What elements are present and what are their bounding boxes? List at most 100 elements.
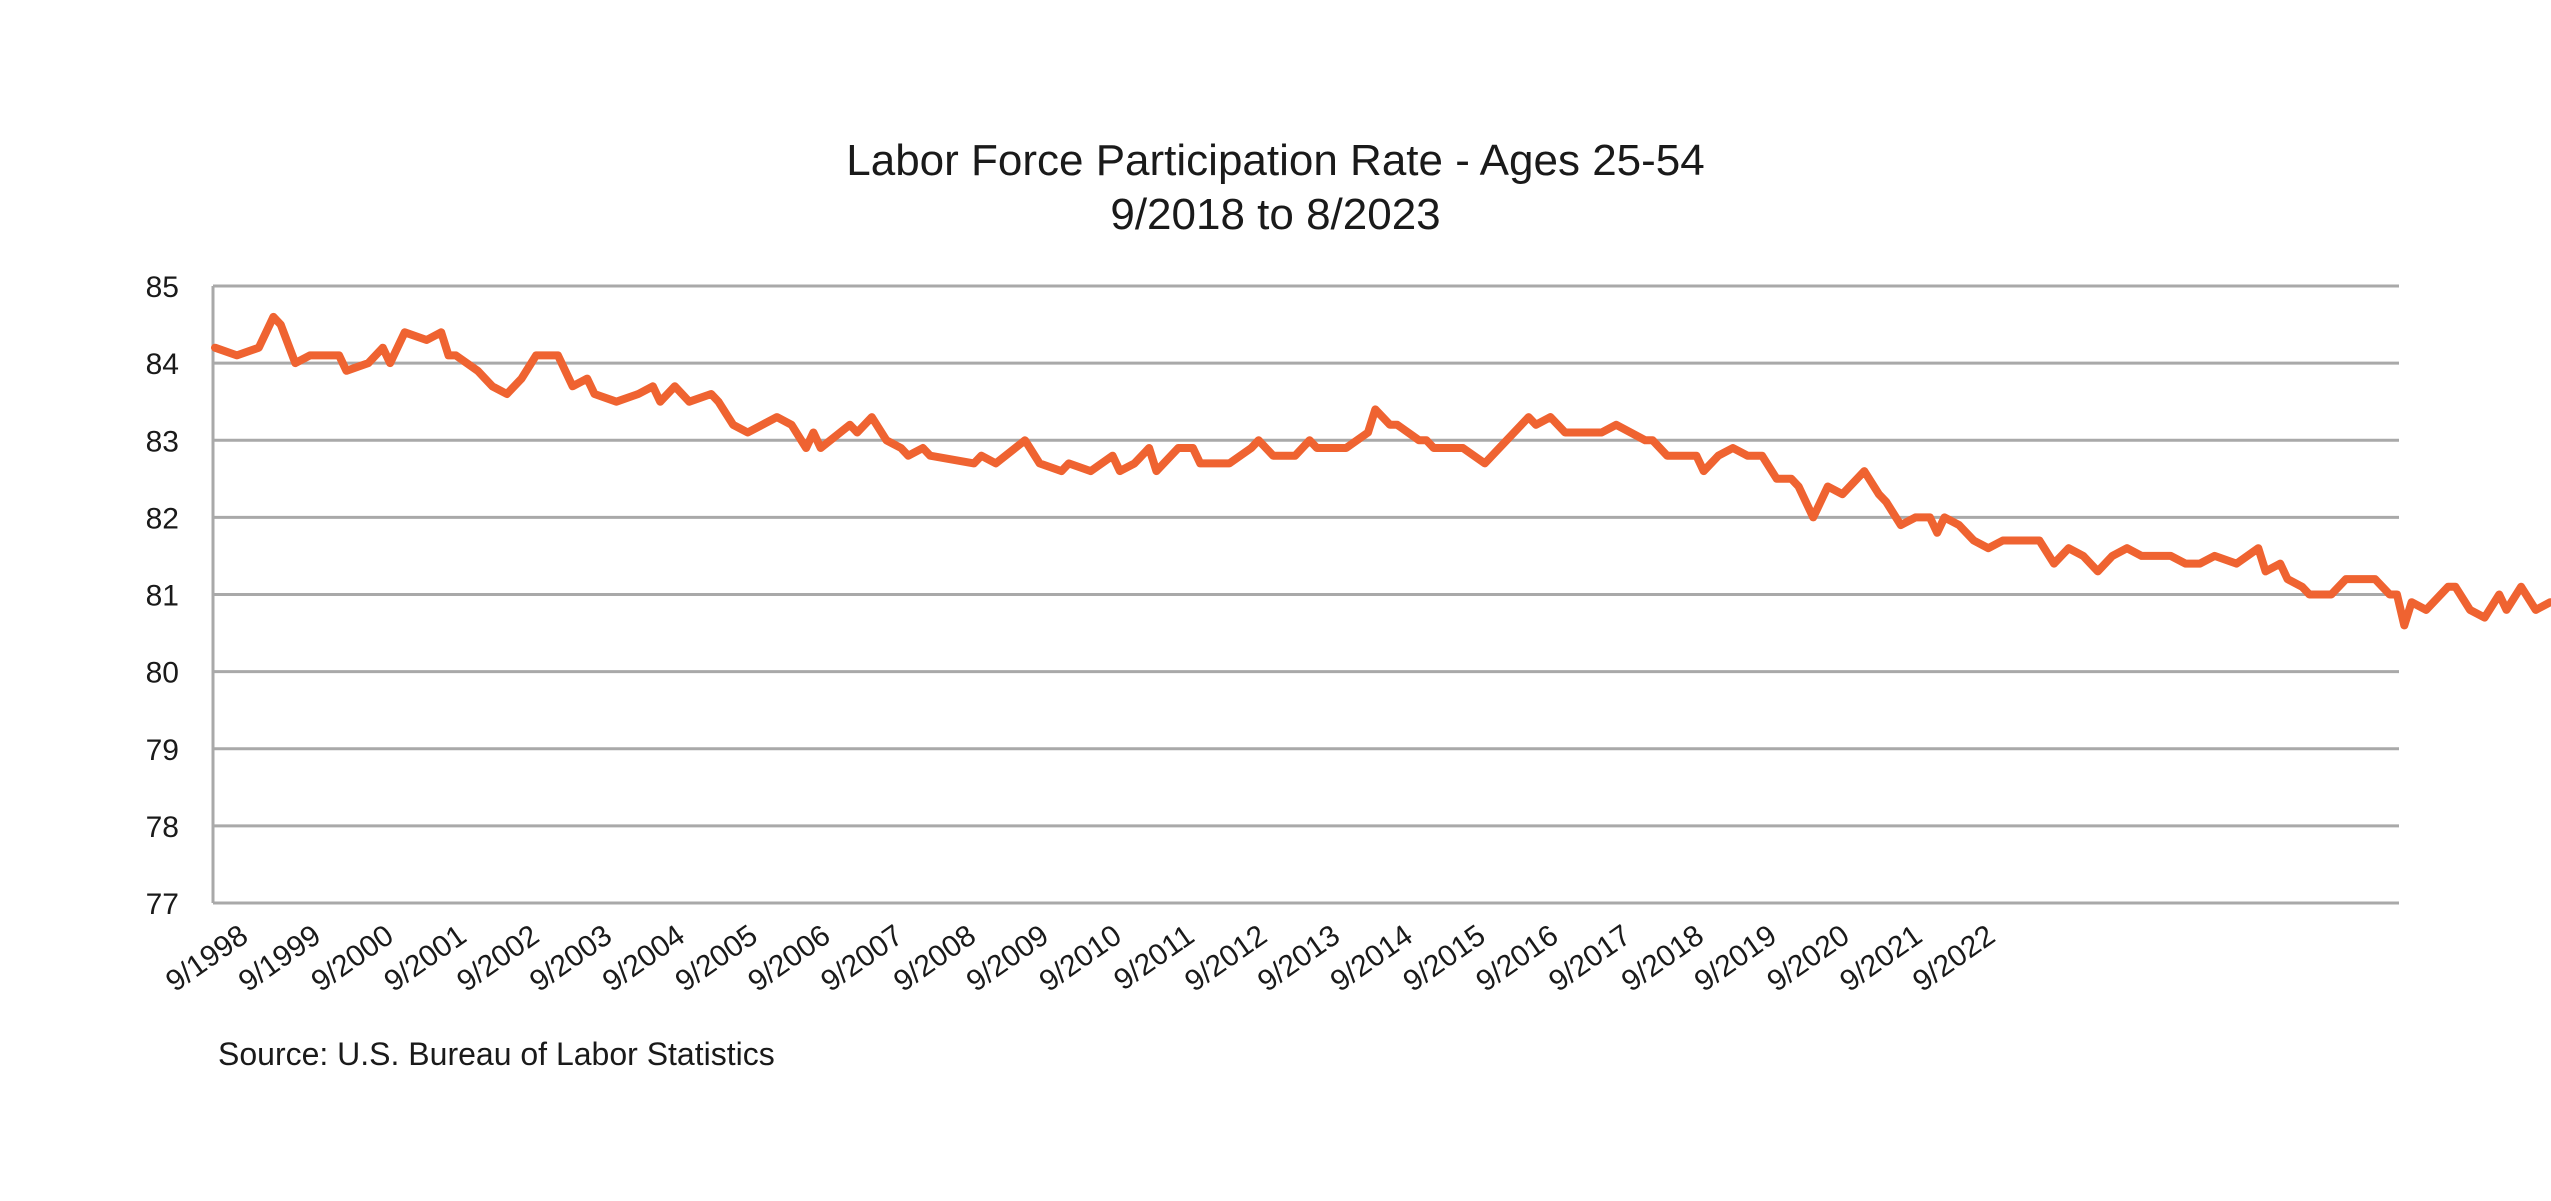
x-tick-label: 9/2012 <box>1179 919 1273 999</box>
data-point <box>1422 436 1430 444</box>
data-point <box>1860 467 1868 475</box>
x-tick-label: 9/2002 <box>451 919 545 999</box>
x-tick-label: 9/2009 <box>961 919 1055 999</box>
x-tick-label: 9/2014 <box>1325 919 1419 999</box>
data-point <box>2035 537 2043 544</box>
data-point <box>992 459 1000 467</box>
data-point <box>1393 421 1401 429</box>
data-point <box>970 459 978 467</box>
data-point <box>532 351 540 359</box>
data-point <box>503 390 511 398</box>
data-point <box>2254 544 2262 552</box>
data-point <box>2211 552 2219 560</box>
data-point <box>802 444 810 452</box>
y-tick-label: 83 <box>146 425 179 458</box>
data-point <box>926 452 934 460</box>
data-point <box>1255 436 1263 444</box>
data-point <box>1795 483 1803 490</box>
data-point <box>2371 575 2379 583</box>
data-point <box>291 359 299 367</box>
data-point <box>1291 452 1299 460</box>
data-point <box>1342 444 1350 452</box>
data-point <box>1415 436 1423 444</box>
data-point <box>2503 606 2510 614</box>
data-point <box>2532 606 2540 614</box>
x-tick-label: 9/2013 <box>1252 919 1346 999</box>
x-tick-label: 9/2000 <box>306 919 400 999</box>
y-tick-label: 79 <box>146 734 179 767</box>
data-point <box>1306 436 1314 444</box>
data-point <box>729 421 737 429</box>
data-point <box>2050 560 2058 568</box>
source-note: Source: U.S. Bureau of Labor Statistics <box>218 1036 775 1072</box>
data-point <box>1692 452 1700 460</box>
data-point <box>2451 583 2459 591</box>
data-point <box>2495 591 2503 598</box>
data-point <box>1955 521 1963 529</box>
data-point <box>707 390 715 398</box>
x-tick-label: 9/2018 <box>1616 919 1710 999</box>
data-point <box>1547 413 1554 421</box>
data-point <box>2444 583 2452 591</box>
data-point <box>1065 459 1073 467</box>
x-tick-label: 9/2004 <box>597 919 691 999</box>
data-point <box>1116 467 1124 475</box>
data-point <box>1145 444 1153 452</box>
data-point <box>1824 483 1832 490</box>
chart-subtitle: 9/2018 to 8/2023 <box>1110 190 1441 239</box>
data-point <box>1773 475 1781 483</box>
x-tick-label: 9/2022 <box>1907 919 2001 999</box>
data-point <box>2196 560 2204 568</box>
data-point <box>518 375 525 383</box>
data-point <box>2094 567 2102 575</box>
data-point <box>1036 459 1044 467</box>
data-point <box>715 398 722 406</box>
data-point <box>2108 552 2116 560</box>
data-point <box>1561 429 1569 436</box>
data-point <box>1984 544 1992 552</box>
data-point <box>2123 544 2131 552</box>
series-line-0 <box>211 312 2551 630</box>
data-point <box>773 413 781 421</box>
data-point <box>2181 560 2189 568</box>
data-point <box>1897 521 1905 529</box>
data-point <box>1021 436 1029 444</box>
data-point <box>1758 452 1766 460</box>
x-tick-label: 9/2015 <box>1397 919 1491 999</box>
data-point <box>2466 606 2474 614</box>
data-point <box>583 375 591 383</box>
data-point <box>817 444 825 452</box>
data-point <box>2408 598 2416 606</box>
x-axis: 9/19989/19999/20009/20019/20029/20039/20… <box>160 919 2001 999</box>
data-point <box>1247 444 1255 452</box>
data-point <box>2167 552 2175 560</box>
data-point <box>2400 621 2408 629</box>
data-point <box>685 398 693 406</box>
data-point <box>452 351 460 359</box>
y-tick-label: 80 <box>146 657 179 690</box>
data-point <box>1313 444 1321 452</box>
x-tick-label: 9/2005 <box>669 919 763 999</box>
data-point <box>1532 421 1540 429</box>
data-point <box>2065 544 2073 552</box>
data-point <box>335 351 343 359</box>
data-point <box>1882 498 1890 506</box>
data-point <box>2386 591 2394 598</box>
data-point <box>1174 444 1182 452</box>
data-point <box>1649 436 1657 444</box>
data-point <box>342 367 350 375</box>
data-point <box>868 413 876 421</box>
data-point <box>2342 575 2350 583</box>
data-point <box>853 429 861 436</box>
data-point <box>2262 567 2270 575</box>
data-point <box>2233 560 2240 568</box>
data-point <box>1386 421 1394 429</box>
data-point <box>554 351 562 359</box>
data-point <box>1641 436 1649 444</box>
y-tick-label: 78 <box>146 811 179 844</box>
data-point <box>474 367 482 375</box>
data-point <box>2481 614 2489 622</box>
data-point <box>569 382 577 390</box>
x-tick-label: 9/2001 <box>378 919 472 999</box>
x-tick-label: 9/2007 <box>815 919 909 999</box>
